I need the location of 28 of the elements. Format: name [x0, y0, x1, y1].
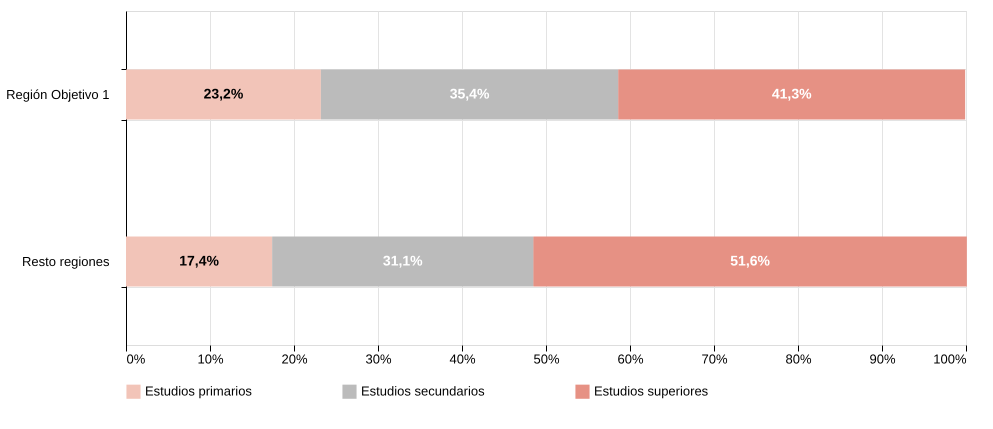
x-tick-label: 90% [869, 352, 896, 366]
legend-label: Estudios superiores [594, 384, 709, 399]
y-tick-label: Resto regiones [22, 254, 110, 269]
x-tick-label: 70% [701, 352, 728, 366]
x-tick-label: 10% [197, 352, 224, 366]
data-label: 17,4% [179, 252, 220, 268]
x-tick-label: 0% [126, 352, 146, 366]
data-label: 23,2% [204, 86, 244, 102]
data-label: 35,4% [450, 86, 490, 102]
x-tick-label: 20% [281, 352, 308, 366]
bar [272, 236, 534, 287]
x-tick-label: 40% [449, 352, 476, 366]
y-tick-label: Región Objetivo 1 [6, 87, 110, 102]
bar [320, 69, 618, 120]
x-tick-label: 60% [617, 352, 644, 366]
bar [533, 236, 967, 287]
bar [618, 69, 966, 120]
x-tick-label: 80% [785, 352, 812, 366]
x-tick-label: 100% [933, 352, 967, 366]
bar [126, 69, 321, 120]
x-tick-label: 50% [533, 352, 560, 366]
data-label: 41,3% [772, 86, 812, 102]
bar [126, 236, 272, 287]
x-tick-label: 30% [365, 352, 392, 366]
data-label: 51,6% [730, 252, 771, 268]
legend-label: Estudios secundarios [361, 384, 486, 399]
data-label: 31,1% [382, 252, 424, 268]
legend-label: Estudios primarios [145, 384, 252, 399]
